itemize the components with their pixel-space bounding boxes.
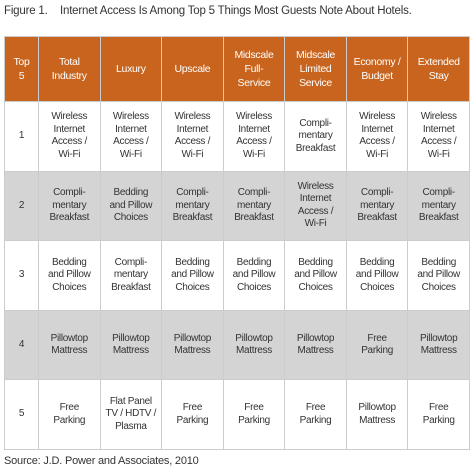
table-cell: Wireless Internet Access / Wi-Fi (284, 170, 347, 242)
table-cell: Pillowtop Mattress (345, 379, 409, 450)
header-cell-midscale-limited-service: Midscale Limited Service (284, 36, 347, 102)
rank-cell: 5 (4, 379, 39, 450)
table-cell: Compli- mentary Breakfast (407, 170, 470, 242)
table-cell: Pillowtop Mattress (99, 309, 163, 381)
table-cell: Bedding and Pillow Choices (284, 240, 347, 311)
figure-caption: Figure 1. Internet Access Is Among Top 5 … (4, 5, 412, 17)
table-header-row: Top 5 Total Industry Luxury Upscale Mids… (4, 36, 470, 102)
header-cell-economy-budget: Economy / Budget (345, 36, 409, 102)
figure-title: Internet Access Is Among Top 5 Things Mo… (60, 5, 412, 17)
table-cell: Bedding and Pillow Choices (99, 170, 163, 242)
table-cell: Free Parking (345, 309, 409, 381)
rank-cell: 3 (4, 240, 39, 311)
table-cell: Wireless Internet Access / Wi-Fi (222, 101, 286, 172)
table-row: 3 Bedding and Pillow Choices Compli- men… (4, 240, 470, 311)
table-cell: Pillowtop Mattress (407, 309, 470, 381)
table-cell: Compli- mentary Breakfast (38, 170, 101, 242)
table-cell: Free Parking (284, 379, 347, 450)
rank-cell: 1 (4, 101, 39, 172)
table-cell: Pillowtop Mattress (222, 309, 286, 381)
table-cell: Bedding and Pillow Choices (161, 240, 224, 311)
table-cell: Wireless Internet Access / Wi-Fi (345, 101, 409, 172)
header-cell-midscale-full-service: Midscale Full- Service (222, 36, 286, 102)
table-cell: Bedding and Pillow Choices (345, 240, 409, 311)
source-note: Source: J.D. Power and Associates, 2010 (4, 455, 199, 467)
header-cell-upscale: Upscale (161, 36, 224, 102)
table-row: 4 Pillowtop Mattress Pillowtop Mattress … (4, 309, 470, 381)
header-cell-total-industry: Total Industry (38, 36, 101, 102)
table-cell: Pillowtop Mattress (284, 309, 347, 381)
table-cell: Wireless Internet Access / Wi-Fi (99, 101, 163, 172)
table-cell: Wireless Internet Access / Wi-Fi (161, 101, 224, 172)
table-cell: Compli- mentary Breakfast (345, 170, 409, 242)
table-cell: Compli- mentary Breakfast (99, 240, 163, 311)
table-cell: Wireless Internet Access / Wi-Fi (38, 101, 101, 172)
table-cell: Bedding and Pillow Choices (407, 240, 470, 311)
table-cell: Pillowtop Mattress (161, 309, 224, 381)
table-cell: Compli- mentary Breakfast (161, 170, 224, 242)
header-cell-luxury: Luxury (99, 36, 163, 102)
table-row: 5 Free Parking Flat Panel TV / HDTV / Pl… (4, 379, 470, 450)
table-cell: Compli- mentary Breakfast (284, 101, 347, 172)
table-row: 2 Compli- mentary Breakfast Bedding and … (4, 170, 470, 242)
table-cell: Flat Panel TV / HDTV / Plasma (99, 379, 163, 450)
header-cell-extended-stay: Extended Stay (407, 36, 470, 102)
rank-cell: 2 (4, 170, 39, 242)
table-cell: Free Parking (38, 379, 101, 450)
table-cell: Compli- mentary Breakfast (222, 170, 286, 242)
table-cell: Bedding and Pillow Choices (222, 240, 286, 311)
header-cell-rank: Top 5 (4, 36, 39, 102)
table-cell: Free Parking (161, 379, 224, 450)
table-cell: Bedding and Pillow Choices (38, 240, 101, 311)
ranking-table: Top 5 Total Industry Luxury Upscale Mids… (4, 36, 470, 450)
ranking-table-container: Top 5 Total Industry Luxury Upscale Mids… (4, 36, 470, 450)
table-cell: Pillowtop Mattress (38, 309, 101, 381)
figure-label: Figure 1. (4, 5, 48, 17)
table-cell: Free Parking (222, 379, 286, 450)
rank-cell: 4 (4, 309, 39, 381)
table-cell: Wireless Internet Access / Wi-Fi (407, 101, 470, 172)
table-cell: Free Parking (407, 379, 470, 450)
table-row: 1 Wireless Internet Access / Wi-Fi Wirel… (4, 101, 470, 172)
